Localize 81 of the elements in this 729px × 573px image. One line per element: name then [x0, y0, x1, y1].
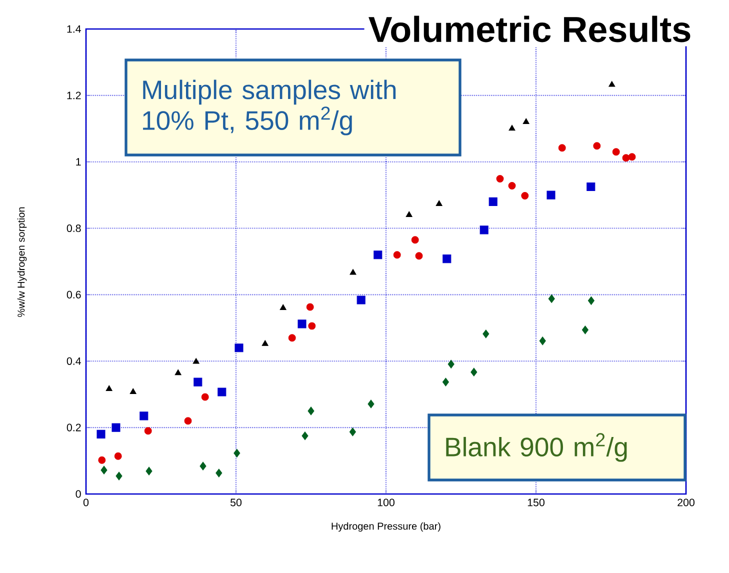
point [106, 385, 112, 392]
point [308, 406, 314, 416]
point [350, 269, 356, 275]
point [448, 360, 454, 368]
y-tick-label: 0.2 [66, 424, 81, 432]
y-tick-label: 0.6 [66, 290, 81, 298]
point [415, 252, 423, 260]
point [306, 303, 314, 311]
y-tick-label: 0.8 [66, 224, 81, 232]
point [480, 226, 488, 234]
point [488, 197, 498, 206]
point [470, 368, 478, 376]
chart-title: Volumetric Results [368, 16, 690, 42]
point [100, 466, 108, 474]
point [588, 296, 594, 305]
point [622, 154, 630, 162]
point [539, 336, 546, 346]
point [442, 378, 449, 386]
point [411, 236, 419, 244]
point [558, 144, 566, 152]
point [368, 400, 374, 408]
point [546, 190, 556, 200]
y-axis-title: %w/w Hydrogen sorption [17, 207, 27, 317]
point [201, 393, 209, 401]
point [612, 148, 620, 156]
point [586, 182, 596, 192]
point [234, 448, 240, 458]
y-tick-label: 1.2 [67, 92, 81, 100]
x-axis-title: Hydrogen Pressure (bar) [332, 522, 440, 532]
point [442, 254, 452, 264]
point [298, 320, 306, 328]
point [218, 388, 226, 396]
y-tick-label: 0.4 [66, 357, 81, 365]
point [194, 378, 202, 386]
point [144, 427, 152, 435]
point [130, 388, 136, 394]
point [628, 153, 636, 161]
point [146, 466, 152, 476]
point [262, 340, 268, 346]
point [112, 423, 120, 432]
point [114, 452, 122, 460]
point [548, 294, 555, 303]
point [288, 334, 296, 342]
y-tick-label: 1 [76, 158, 81, 166]
point [98, 456, 106, 464]
point [482, 330, 490, 338]
point [508, 182, 516, 190]
point [508, 124, 516, 131]
x-tick-label: 150 [528, 498, 544, 506]
point [406, 211, 412, 217]
point [349, 428, 356, 436]
point [184, 417, 192, 425]
y-tick-label: 0 [76, 490, 81, 498]
point [192, 358, 200, 364]
x-tick-label: 100 [378, 498, 394, 506]
point [374, 250, 382, 260]
point [496, 175, 504, 183]
point [582, 326, 588, 334]
y-tick-label: 1.4 [67, 25, 81, 33]
point [280, 304, 286, 310]
point [96, 430, 106, 438]
point [234, 344, 244, 352]
point [522, 118, 530, 124]
point [200, 462, 206, 470]
x-tick-label: 50 [230, 498, 242, 506]
annotation: Multiple samples with 10% Pt, 550 m$^{2}$/g [143, 80, 396, 136]
point [593, 142, 601, 150]
point [436, 200, 442, 206]
point [116, 472, 122, 480]
x-tick-label: 200 [678, 498, 694, 506]
point [174, 369, 182, 376]
x-tick-label: 0 [83, 498, 89, 506]
point [521, 192, 529, 200]
point [608, 81, 616, 87]
point [393, 251, 401, 259]
point [308, 322, 316, 330]
point [140, 412, 148, 420]
point [216, 468, 222, 478]
annotation: Blank 900 m$^{2}$/g [446, 433, 627, 462]
point [356, 296, 366, 304]
point [302, 432, 308, 440]
